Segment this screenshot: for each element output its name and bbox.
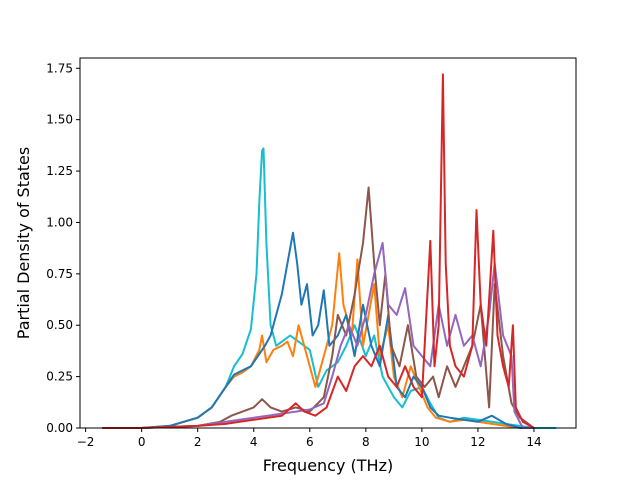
x-tick-label: 12 [470, 435, 485, 449]
x-axis-title: Frequency (THz) [263, 456, 393, 475]
y-tick-label: 0.75 [46, 267, 73, 281]
x-tick-label: 0 [138, 435, 146, 449]
y-tick-label: 1.00 [46, 215, 73, 229]
x-tick-label: 8 [362, 435, 370, 449]
y-tick-label: 0.00 [46, 421, 73, 435]
x-tick-label: 4 [250, 435, 258, 449]
x-tick-label: 14 [526, 435, 541, 449]
series-line-6 [102, 73, 535, 429]
x-tick-label: 2 [194, 435, 202, 449]
series-layer [102, 73, 557, 429]
y-tick-label: 0.25 [46, 370, 73, 384]
y-tick-label: 0.50 [46, 318, 73, 332]
series-line-3 [102, 231, 534, 429]
plot-frame [79, 57, 577, 429]
x-tick-label: −2 [77, 435, 95, 449]
x-tick-label: 10 [414, 435, 429, 449]
series-line-2 [102, 252, 534, 429]
x-axis: −2 0 2 4 6 8 10 12 14 [77, 428, 542, 449]
y-tick-label: 1.25 [46, 164, 73, 178]
y-axis: 0.00 0.25 0.50 0.75 1.00 1.25 1.50 1.75 [46, 61, 80, 435]
y-tick-label: 1.50 [46, 113, 73, 127]
y-axis-title: Partial Density of States [14, 147, 33, 339]
series-line-4 [102, 186, 535, 429]
y-tick-label: 1.75 [46, 61, 73, 75]
x-tick-label: 6 [306, 435, 314, 449]
